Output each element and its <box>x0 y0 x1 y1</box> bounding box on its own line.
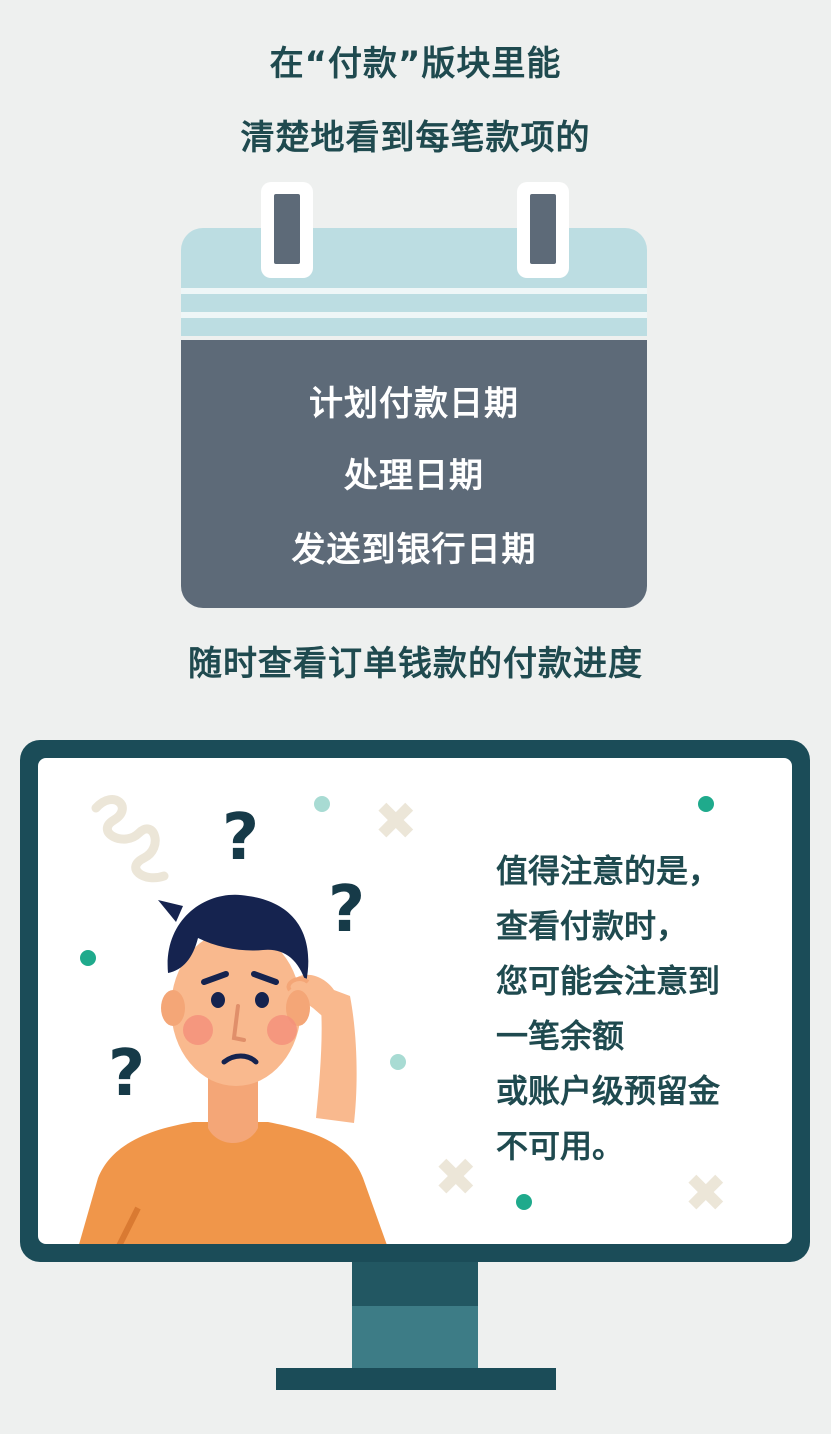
question-mark-icon: ? <box>328 873 366 947</box>
question-mark-icon: ? <box>222 801 260 875</box>
dot-icon <box>390 1054 406 1070</box>
calendar-ring-left <box>261 182 313 278</box>
dot-icon <box>314 796 330 812</box>
note-line: 您可能会注意到 <box>496 962 721 1000</box>
calendar-body: 计划付款日期 处理日期 发送到银行日期 <box>181 340 647 608</box>
heading-line-2: 清楚地看到每笔款项的 <box>240 118 591 158</box>
calendar-icon: 计划付款日期 处理日期 发送到银行日期 <box>181 182 647 608</box>
calendar-item-planned-date: 计划付款日期 <box>309 384 519 424</box>
note-text: 值得注意的是， 查看付款时， 您可能会注意到 一笔余额 或账户级预留金 不可用。 <box>496 844 792 1174</box>
note-line: 一笔余额 <box>496 1017 625 1055</box>
calendar-item-processing-date: 处理日期 <box>344 456 484 496</box>
calendar-item-sent-to-bank-date: 发送到银行日期 <box>291 530 537 570</box>
calendar-stripe <box>181 312 647 318</box>
question-mark-icon: ? <box>108 1037 146 1111</box>
swirl-icon <box>91 795 169 883</box>
dot-icon <box>698 796 714 812</box>
note-line: 查看付款时， <box>496 907 689 945</box>
dot-icon <box>516 1194 532 1210</box>
monitor-base <box>276 1368 556 1390</box>
note-line: 不可用。 <box>496 1127 625 1165</box>
note-line: 值得注意的是， <box>496 852 721 890</box>
calendar-header <box>181 228 647 336</box>
cross-icon: ✖ <box>684 1164 728 1224</box>
calendar-ring-right <box>517 182 569 278</box>
confused-person-illustration <box>79 894 387 1244</box>
heading-line-1: 在“付款”版块里能 <box>269 44 562 84</box>
cross-icon: ✖ <box>434 1148 478 1208</box>
note-line: 或账户级预留金 <box>496 1072 721 1110</box>
monitor: ? ? ? ✖ ✖ ✖ <box>20 740 810 1262</box>
cross-icon: ✖ <box>374 792 418 852</box>
dot-icon <box>80 950 96 966</box>
calendar-stripe <box>181 288 647 294</box>
subheading: 随时查看订单钱款的付款进度 <box>188 644 643 684</box>
monitor-neck-shadow <box>352 1262 478 1306</box>
monitor-screen: ? ? ? ✖ ✖ ✖ <box>38 758 792 1244</box>
